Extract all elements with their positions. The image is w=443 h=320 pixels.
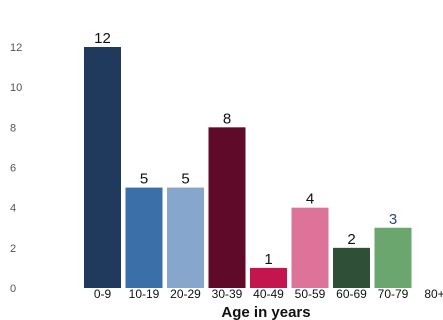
x-axis-label: Age in years	[221, 304, 310, 320]
x-tick-label: 50-59	[295, 287, 326, 301]
y-tick-label: 10	[10, 82, 22, 94]
data-label: 5	[181, 171, 189, 188]
x-tick-label: 80+	[424, 287, 443, 301]
bars	[84, 47, 412, 288]
x-tick-label: 70-79	[378, 287, 409, 301]
data-label: 5	[140, 171, 148, 188]
bar	[333, 247, 370, 288]
y-tick-label: 4	[10, 203, 16, 215]
data-label: 3	[389, 211, 397, 228]
y-tick-label: 8	[10, 122, 16, 134]
y-tick-label: 0	[10, 283, 16, 295]
x-tick-label: 20-29	[170, 287, 201, 301]
bar	[208, 127, 246, 288]
bar	[84, 47, 121, 288]
data-label: 4	[306, 191, 314, 208]
data-labels: 12 5 5 8 1 4 2 3	[94, 30, 397, 268]
y-tick-label: 2	[10, 243, 16, 255]
data-label: 1	[264, 251, 272, 268]
y-tick-label: 6	[10, 163, 16, 175]
x-tick-label: 10-19	[129, 287, 160, 301]
y-axis-ticks: 0 2 4 6 8 10 12	[10, 42, 22, 295]
x-tick-label: 40-49	[253, 287, 284, 301]
x-axis-tick-labels: 0-9 10-19 20-29 30-39 40-49 50-59 60-69 70-79 80…	[94, 287, 443, 301]
y-tick-label: 12	[10, 42, 22, 54]
bar	[250, 267, 287, 288]
x-tick-label: 60-69	[336, 287, 367, 301]
bar	[167, 187, 204, 288]
bar	[374, 227, 412, 288]
x-tick-label: 0-9	[94, 287, 112, 301]
x-tick-label: 30-39	[212, 287, 243, 301]
data-label: 12	[94, 30, 111, 47]
data-label: 8	[223, 110, 231, 127]
bar	[125, 187, 163, 288]
bar	[291, 207, 329, 288]
data-label: 2	[347, 231, 355, 248]
